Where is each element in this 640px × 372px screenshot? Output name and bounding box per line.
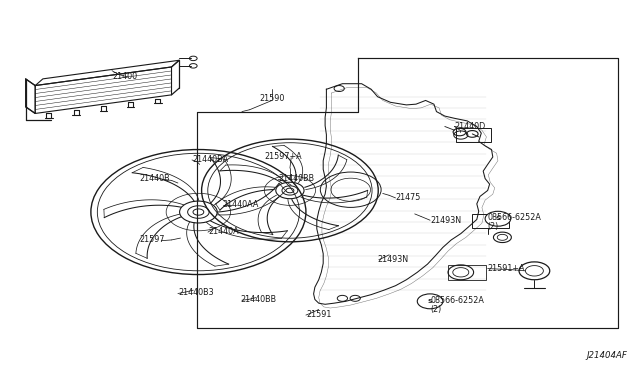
Text: 21475: 21475 (396, 193, 421, 202)
Text: 21400: 21400 (112, 72, 137, 81)
Text: J21404AF: J21404AF (586, 351, 627, 360)
Text: 21590: 21590 (259, 94, 285, 103)
Text: 08566-6252A: 08566-6252A (430, 296, 484, 305)
Text: 21591: 21591 (306, 310, 332, 319)
Text: 21440BB: 21440BB (278, 174, 314, 183)
Text: 21591+A: 21591+A (488, 264, 525, 273)
Text: (2): (2) (488, 222, 499, 231)
Text: 21440B3: 21440B3 (178, 288, 214, 297)
Text: 21440AA: 21440AA (223, 200, 259, 209)
Text: 21440D: 21440D (454, 122, 486, 131)
Bar (472, 214, 509, 228)
Text: S: S (495, 216, 500, 221)
Text: 21597+A: 21597+A (264, 153, 302, 161)
Circle shape (417, 294, 443, 309)
Bar (456, 128, 491, 142)
Text: 21493N: 21493N (430, 216, 461, 225)
Text: 21440BB: 21440BB (240, 295, 276, 304)
Circle shape (485, 211, 511, 226)
Text: 21493N: 21493N (378, 255, 409, 264)
Text: 21440B: 21440B (140, 174, 170, 183)
Text: 21597: 21597 (140, 235, 165, 244)
Text: 21440BA: 21440BA (192, 155, 228, 164)
Text: S: S (428, 299, 433, 304)
Text: 08566-6252A: 08566-6252A (488, 213, 541, 222)
Bar (448, 265, 486, 280)
Text: 21440A: 21440A (208, 227, 239, 236)
Text: (2): (2) (430, 305, 442, 314)
